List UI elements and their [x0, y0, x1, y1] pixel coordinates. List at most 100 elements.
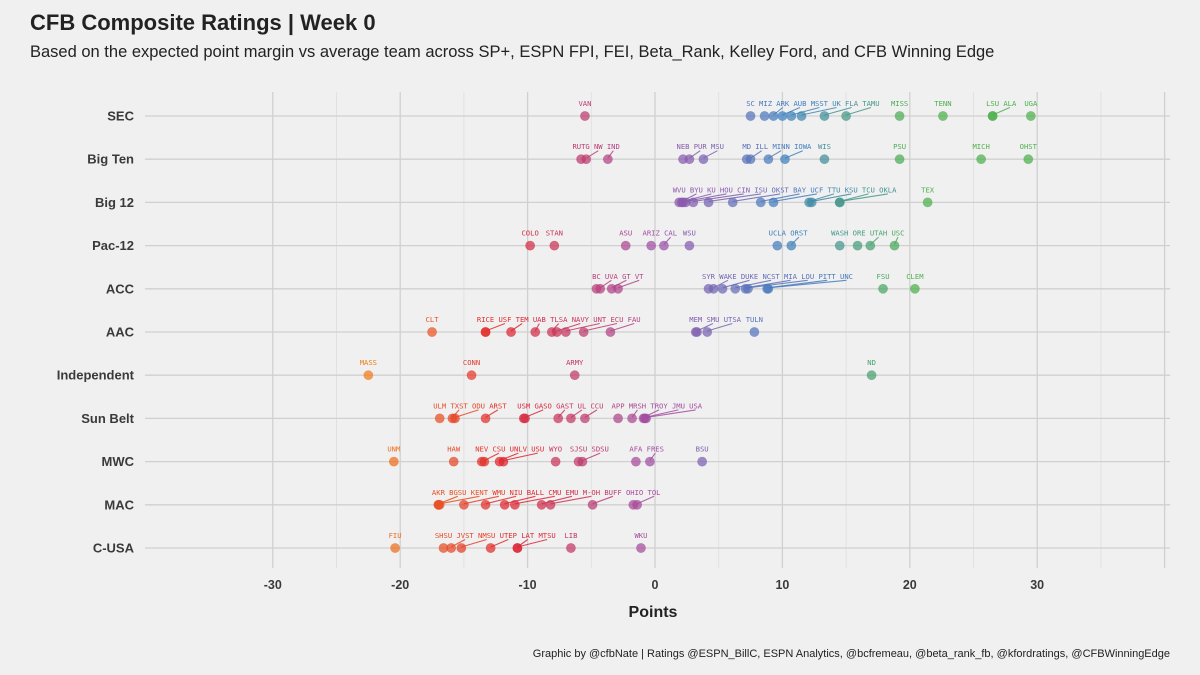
team-point	[1023, 154, 1034, 165]
conference-label: MAC	[104, 497, 134, 512]
team-point	[485, 543, 496, 553]
team-label: AUB	[793, 99, 806, 108]
team-point	[530, 327, 541, 337]
team-point	[768, 111, 779, 121]
team-label: SJSU	[570, 445, 587, 454]
label-leader-line	[503, 452, 538, 462]
team-point	[730, 283, 741, 294]
team-point	[865, 240, 876, 251]
conference-row: AKR BGSU KENT WMU NIU BALL CMU EMU M-OH BUFF OHIO T…	[432, 488, 661, 510]
label-leader-line	[747, 279, 808, 289]
team-point	[363, 370, 374, 381]
team-label: FLA	[845, 99, 859, 108]
team-label: HOU	[720, 185, 733, 194]
team-label: CLT	[426, 315, 440, 324]
team-point	[745, 111, 756, 121]
team-point	[1025, 111, 1036, 121]
team-label: SMU	[706, 315, 719, 324]
team-point	[777, 111, 788, 121]
chart-caption: Graphic by @cfbNate | Ratings @ESPN_Bill…	[532, 648, 1170, 660]
team-point	[450, 413, 460, 424]
conference-label: Big 12	[95, 195, 134, 210]
label-leader-line	[645, 409, 696, 418]
team-label: OHIO	[626, 488, 643, 497]
team-label: PSU	[893, 142, 906, 151]
team-label: FIU	[389, 531, 402, 540]
team-point	[580, 111, 590, 121]
team-label: TEM	[516, 315, 530, 324]
team-label: MISS	[891, 99, 908, 108]
team-label: TXST	[450, 401, 468, 410]
team-point	[636, 543, 646, 553]
team-label: NAVY	[572, 315, 590, 324]
team-label: TTU	[828, 185, 841, 194]
conference-label: Pac-12	[92, 238, 134, 253]
team-label: M-OH	[583, 488, 600, 497]
conference-row: ULM TXST ODU ARST USM GASO GAST UL CCU APP MRSH TRO…	[433, 401, 703, 424]
team-point	[806, 197, 817, 208]
team-label: WIS	[818, 142, 831, 151]
team-label: MEM	[689, 315, 703, 324]
team-point	[702, 327, 713, 337]
team-label: MICH	[972, 142, 989, 151]
team-point	[498, 456, 509, 467]
team-label: COLO	[521, 229, 538, 238]
team-label: USA	[689, 401, 703, 410]
team-label: UCLA	[769, 229, 787, 238]
team-label: ASU	[619, 229, 632, 238]
team-label: SDSU	[592, 445, 609, 454]
team-label: MTSU	[538, 531, 555, 540]
team-point	[938, 111, 948, 121]
team-point	[749, 327, 760, 337]
team-point	[581, 154, 592, 165]
conference-label: AAC	[106, 325, 135, 340]
team-label: KU	[707, 185, 716, 194]
grid-lines	[145, 92, 1170, 568]
team-label: VAN	[578, 99, 591, 108]
team-points: VAN SC MIZ ARK AUB MSST UK FLA TAMU MISS TENN LSU AL…	[360, 99, 1038, 553]
team-point	[466, 370, 477, 381]
team-point	[727, 197, 738, 208]
conference-label: Big Ten	[87, 152, 134, 167]
team-label: MIA	[784, 272, 798, 281]
conference-row: UNM HAW NEV CSU UNLV USU WYO SJSU SDSU AFA FRES BSU	[387, 445, 709, 467]
x-axis-tick-labels: -30 -20 -10 0 10 20 30	[264, 578, 1044, 592]
team-point	[841, 111, 851, 121]
team-point	[976, 154, 987, 165]
team-label: NW	[594, 142, 603, 151]
team-point	[390, 543, 401, 553]
team-point	[553, 413, 564, 424]
team-point	[434, 413, 445, 424]
team-label: WMU	[492, 488, 505, 497]
team-label: IOWA	[794, 142, 812, 151]
label-leader-line	[693, 193, 744, 202]
conference-label: ACC	[106, 281, 135, 296]
team-point	[427, 327, 437, 337]
x-tick-label: 10	[775, 578, 789, 592]
team-label: USF	[498, 315, 511, 324]
label-leader-line	[801, 106, 837, 116]
team-label: ARK	[776, 99, 790, 108]
label-leader-line	[708, 193, 761, 202]
team-point	[613, 283, 623, 294]
team-label: TENN	[934, 99, 951, 108]
team-label: ARMY	[566, 358, 584, 367]
team-point	[866, 370, 877, 381]
team-point	[566, 413, 576, 424]
team-label: WASH	[831, 229, 848, 238]
team-label: TLSA	[550, 315, 568, 324]
team-point	[499, 499, 510, 510]
team-point	[580, 413, 590, 424]
team-label: USC	[891, 229, 904, 238]
team-label: MSU	[711, 142, 724, 151]
team-label: CMU	[548, 488, 561, 497]
team-point	[819, 154, 830, 165]
team-point	[645, 456, 655, 467]
team-point	[587, 499, 598, 510]
team-label: UNM	[387, 445, 401, 454]
team-point	[602, 154, 613, 165]
label-leader-line	[824, 106, 852, 116]
team-label: CSU	[492, 445, 505, 454]
team-label: UNC	[840, 272, 853, 281]
